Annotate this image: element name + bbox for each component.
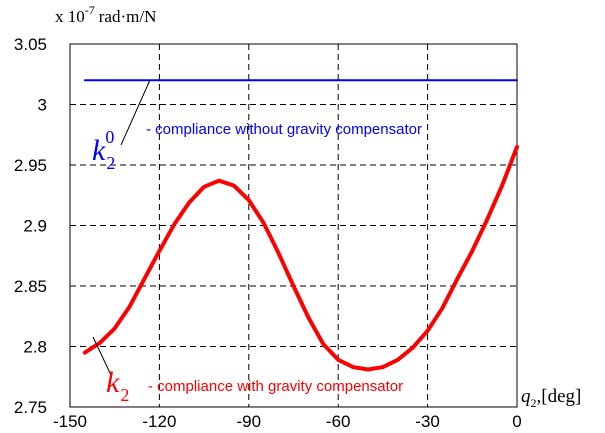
x-tick-label: 0 [512,412,521,431]
blue-series-description: - compliance without gravity compensator [146,121,422,138]
y-tick-label: 3 [38,96,47,115]
y-tick-label: 2.8 [23,338,47,357]
y-tick-label: 2.95 [14,156,47,175]
blue-series-leader [120,79,151,146]
series-line-with-compensator [82,144,519,372]
x-tick-label: -90 [237,412,262,431]
x-axis-label: q2,[deg] [521,386,581,410]
x-tick-label: -120 [142,412,176,431]
blue-series-symbol: k20 [92,127,115,173]
plot-frame [69,43,518,408]
y-tick-label: 2.85 [14,277,47,296]
y-tick-label: 3.05 [14,35,47,54]
y-unit-label: x 10-7 rad·m/N [55,3,156,26]
y-tick-label: 2.9 [23,217,47,236]
tick-labels: -150 -120 -90 -60 -30 0 2.75 2.8 2.85 2.9 2.95 3 3.0… [14,35,522,431]
x-tick-label: -60 [326,412,351,431]
red-series-description: - compliance with gravity compensator [148,378,403,395]
x-tick-label: -150 [53,412,87,431]
series-lines [82,79,519,372]
y-tick-label: 2.75 [14,398,47,417]
red-series-symbol: k2 [106,366,129,405]
red-series-leader [92,336,112,376]
x-tick-label: -30 [415,412,440,431]
grid [70,44,517,407]
